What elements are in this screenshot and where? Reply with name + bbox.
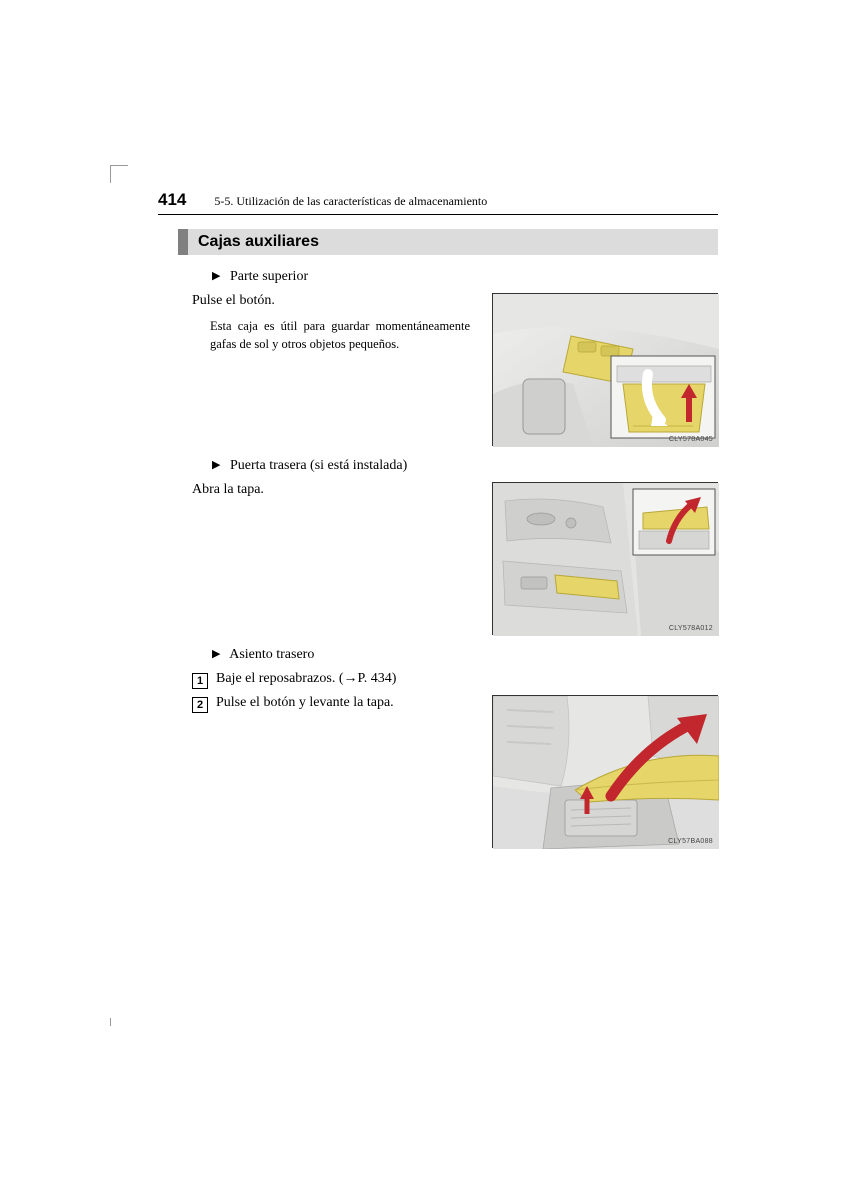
note-text: Esta caja es útil para guardar momentáne… — [210, 317, 470, 353]
figure-code: CLY57BA088 — [668, 838, 713, 845]
heading-text: Asiento trasero — [229, 647, 314, 662]
title-accent — [178, 229, 188, 255]
text-column: 2 Pulse el botón y levante la tapa. — [192, 695, 474, 848]
subsection-heading: ▶ Asiento trasero — [212, 647, 718, 663]
figure-code: CLY578A012 — [669, 625, 713, 632]
step-item: 1 Baje el reposabrazos. (→P. 434) — [192, 671, 718, 689]
step-number-box: 2 — [192, 697, 208, 713]
content-row: Pulse el botón. Esta caja es útil para g… — [192, 293, 718, 446]
content-row: Abra la tapa. — [192, 482, 718, 635]
step-item: 2 Pulse el botón y levante la tapa. — [192, 695, 474, 713]
steps-block: 1 Baje el reposabrazos. (→P. 434) — [192, 671, 718, 689]
triangle-icon: ▶ — [212, 647, 220, 660]
figure-overhead-console: CLY578A045 — [492, 293, 718, 446]
page-header: 414 5-5. Utilización de las característi… — [158, 190, 718, 215]
instruction-text: Pulse el botón. — [192, 293, 474, 309]
content-row: 2 Pulse el botón y levante la tapa. — [192, 695, 718, 848]
subsection-heading: ▶ Parte superior — [212, 269, 718, 285]
text-column: Pulse el botón. Esta caja es útil para g… — [192, 293, 474, 446]
triangle-icon: ▶ — [212, 269, 220, 282]
instruction-text: Abra la tapa. — [192, 482, 474, 498]
step-number-box: 1 — [192, 673, 208, 689]
subsection-heading: ▶ Puerta trasera (si está instalada) — [212, 458, 718, 474]
step-text: Baje el reposabrazos. (→P. 434) — [216, 671, 396, 687]
section-path: 5-5. Utilización de las características … — [214, 194, 487, 209]
page-content: 414 5-5. Utilización de las característi… — [158, 190, 718, 860]
heading-text: Parte superior — [230, 269, 308, 284]
crop-mark — [110, 165, 128, 183]
page-number: 414 — [158, 190, 186, 210]
triangle-icon: ▶ — [212, 458, 220, 471]
text-column: Abra la tapa. — [192, 482, 474, 635]
section-title-bar: Cajas auxiliares — [178, 229, 718, 255]
crop-mark — [110, 1018, 118, 1026]
figure-code: CLY578A045 — [669, 436, 713, 443]
figure-rear-door: CLY578A012 — [492, 482, 718, 635]
heading-text: Puerta trasera (si está instalada) — [230, 458, 407, 473]
section-title: Cajas auxiliares — [188, 229, 718, 255]
step-text: Pulse el botón y levante la tapa. — [216, 695, 394, 711]
figure-rear-armrest: CLY57BA088 — [492, 695, 718, 848]
